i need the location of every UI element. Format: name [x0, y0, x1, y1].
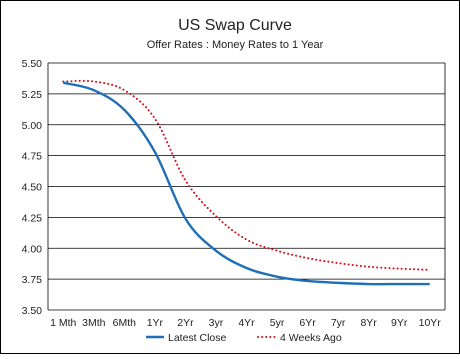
x-tick-label: 2Yr	[177, 317, 194, 329]
legend: Latest Close 4 Weeks Ago	[146, 332, 342, 344]
x-tick-label: 1Yr	[147, 317, 164, 329]
x-tick-label: 8Yr	[360, 317, 377, 329]
x-tick-label: 10Yr	[419, 317, 442, 329]
y-tick-labels: 3.50 3.75 4.00 4.25 4.50 4.75 5.00 5.25 5.50	[22, 58, 43, 317]
y-tick-label: 5.00	[22, 120, 43, 132]
y-tick-label: 3.75	[22, 274, 43, 286]
legend-label: Latest Close	[168, 332, 227, 344]
x-tick-label: 7yr	[331, 317, 346, 329]
y-tick-label: 4.75	[22, 151, 43, 163]
x-tick-label: 3Mth	[82, 317, 106, 329]
y-tick-label: 5.25	[22, 89, 43, 101]
x-tick-labels: 1 Mth 3Mth 6Mth 1Yr 2Yr 3yr 4Yr 5yr 6Yr 7yr 8Yr 9Yr…	[50, 317, 441, 329]
chart-title: US Swap Curve	[178, 17, 292, 34]
y-tick-label: 4.25	[22, 212, 43, 224]
x-tick-label: 4Yr	[238, 317, 255, 329]
y-tick-label: 3.50	[22, 305, 43, 317]
chart-subtitle: Offer Rates : Money Rates to 1 Year	[147, 39, 324, 51]
x-tick-label: 6Mth	[113, 317, 137, 329]
series-line-latest-close	[62, 81, 430, 286]
y-tick-label: 5.50	[22, 58, 43, 70]
legend-label: 4 Weeks Ago	[280, 332, 342, 344]
series-line-4-weeks-ago	[62, 79, 431, 271]
x-tick-label: 9Yr	[391, 317, 408, 329]
y-tick-label: 4.00	[22, 243, 43, 255]
x-tick-label: 5yr	[270, 317, 285, 329]
x-tick-label: 3yr	[209, 317, 224, 329]
series-lines	[62, 79, 431, 286]
x-tick-label: 1 Mth	[50, 317, 76, 329]
gridlines	[48, 62, 445, 311]
y-tick-label: 4.50	[22, 182, 43, 194]
axes	[47, 63, 446, 310]
x-tick-label: 6Yr	[299, 317, 316, 329]
